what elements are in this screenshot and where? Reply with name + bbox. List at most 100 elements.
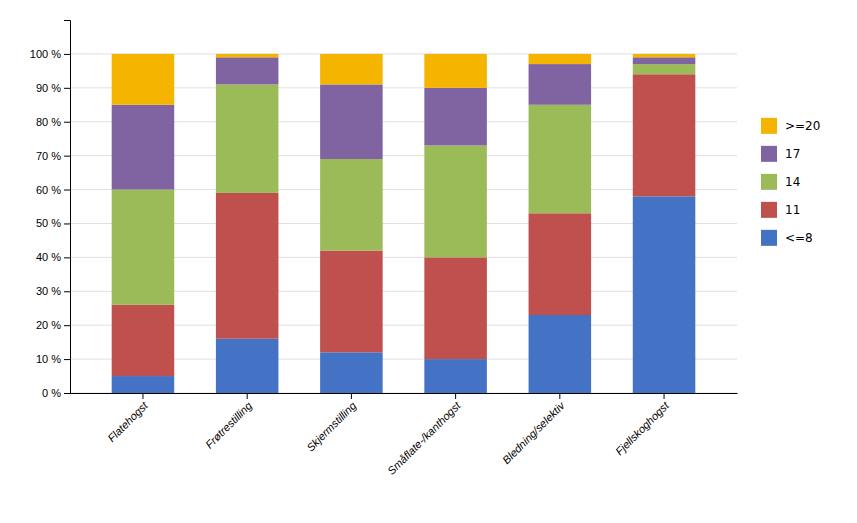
x-tick-label: Skjermstilling bbox=[304, 399, 359, 454]
y-tick-label: 80 % bbox=[36, 116, 61, 128]
bar bbox=[424, 54, 487, 88]
x-tick: Flatehogst bbox=[105, 393, 150, 444]
bar bbox=[216, 84, 279, 193]
y-tick: 0 % bbox=[42, 387, 70, 399]
bar bbox=[216, 339, 279, 393]
y-tick-label: 40 % bbox=[36, 251, 61, 263]
bar bbox=[216, 193, 279, 339]
x-tick-mark bbox=[247, 393, 248, 399]
x-tick-mark bbox=[559, 393, 560, 399]
y-tick-mark bbox=[64, 54, 70, 55]
y-tick-label: 50 % bbox=[36, 217, 61, 229]
x-tick: Skjermstilling bbox=[304, 393, 359, 454]
grid bbox=[70, 54, 737, 393]
y-tick-mark bbox=[64, 325, 70, 326]
legend-swatch bbox=[761, 202, 777, 218]
y-tick: 20 % bbox=[36, 319, 70, 331]
bar bbox=[633, 57, 696, 64]
bar bbox=[633, 54, 696, 57]
y-tick-label: 0 % bbox=[42, 387, 61, 399]
legend-item: >=20 bbox=[761, 118, 820, 134]
x-tick-label: Frøtrestilling bbox=[203, 399, 255, 451]
bar bbox=[529, 64, 592, 105]
y-tick-label: 10 % bbox=[36, 353, 61, 365]
y-tick: 60 % bbox=[36, 184, 70, 196]
y-tick-label: 100 % bbox=[30, 48, 61, 60]
x-tick-mark bbox=[455, 393, 456, 399]
bar bbox=[633, 64, 696, 74]
bar bbox=[424, 359, 487, 393]
series bbox=[112, 74, 696, 376]
y-tick-mark bbox=[64, 257, 70, 258]
x-tick: Småflate-/kanthogst bbox=[385, 393, 463, 477]
y-tick-mark bbox=[64, 190, 70, 191]
legend-label: <=8 bbox=[785, 231, 813, 245]
y-tick: 50 % bbox=[36, 217, 70, 229]
y-tick-mark bbox=[64, 359, 70, 360]
y-tick: 10 % bbox=[36, 353, 70, 365]
y-tick-mark bbox=[64, 393, 70, 394]
legend-label: 14 bbox=[785, 175, 800, 189]
bar bbox=[216, 57, 279, 84]
legend-item: <=8 bbox=[761, 230, 813, 246]
bar bbox=[320, 84, 383, 159]
y-tick: 40 % bbox=[36, 251, 70, 263]
y-tick-label: 70 % bbox=[36, 150, 61, 162]
y-tick-mark bbox=[64, 156, 70, 157]
y-tick-mark bbox=[64, 122, 70, 123]
bar bbox=[529, 105, 592, 214]
x-tick-mark bbox=[351, 393, 352, 399]
bar bbox=[320, 54, 383, 85]
y-tick: 80 % bbox=[36, 116, 70, 128]
x-tick-label: Småflate-/kanthogst bbox=[385, 399, 463, 477]
plot: 0 % 10 % 20 % 30 % 40 % 50 % 60 % 70 % 80 % 90 % 1… bbox=[30, 21, 738, 477]
legend-label: >=20 bbox=[785, 119, 820, 133]
y-axis-line bbox=[64, 21, 71, 394]
x-tick-mark bbox=[664, 393, 665, 399]
y-tick: 90 % bbox=[36, 82, 70, 94]
y-tick-label: 30 % bbox=[36, 285, 61, 297]
legend-swatch bbox=[761, 230, 777, 246]
chart: 0 % 10 % 20 % 30 % 40 % 50 % 60 % 70 % 80 % 90 % 1… bbox=[0, 0, 857, 523]
bar bbox=[112, 105, 175, 190]
x-tick-label: Flatehogst bbox=[105, 399, 150, 444]
legend-item: 17 bbox=[761, 146, 800, 162]
bar bbox=[424, 88, 487, 146]
bar bbox=[112, 54, 175, 105]
bar bbox=[529, 315, 592, 393]
y-tick: 30 % bbox=[36, 285, 70, 297]
bar bbox=[529, 213, 592, 315]
legend: >=20 17 14 11 <=8 bbox=[761, 118, 820, 246]
bar bbox=[320, 251, 383, 353]
bar bbox=[633, 74, 696, 196]
x-axis: Flatehogst Frøtrestilling Skjermstilling Sm… bbox=[71, 393, 738, 477]
legend-swatch bbox=[761, 118, 777, 134]
y-axis: 0 % 10 % 20 % 30 % 40 % 50 % 60 % 70 % 80 % 90 % 1… bbox=[30, 21, 71, 400]
series bbox=[112, 57, 696, 189]
series bbox=[112, 64, 696, 305]
legend-item: 11 bbox=[761, 202, 800, 218]
series bbox=[112, 196, 696, 393]
y-tick-label: 20 % bbox=[36, 319, 61, 331]
x-tick: Frøtrestilling bbox=[203, 393, 255, 451]
y-tick: 100 % bbox=[30, 48, 70, 60]
x-tick: Fjellskoghogst bbox=[613, 393, 672, 458]
y-tick-label: 90 % bbox=[36, 82, 61, 94]
x-tick: Bledning/selektiv bbox=[500, 393, 568, 466]
y-tick: 70 % bbox=[36, 150, 70, 162]
x-axis-line bbox=[71, 393, 738, 394]
legend-swatch bbox=[761, 174, 777, 190]
legend-swatch bbox=[761, 146, 777, 162]
y-tick-mark bbox=[64, 291, 70, 292]
bar bbox=[112, 190, 175, 305]
y-tick-mark bbox=[64, 223, 70, 224]
legend-label: 11 bbox=[785, 203, 800, 217]
bar bbox=[320, 159, 383, 251]
bar bbox=[633, 196, 696, 393]
bar bbox=[320, 352, 383, 393]
x-tick-label: Bledning/selektiv bbox=[500, 398, 568, 466]
bar bbox=[424, 145, 487, 257]
x-tick-mark bbox=[142, 393, 143, 399]
y-tick-mark bbox=[64, 88, 70, 89]
x-tick-label: Fjellskoghogst bbox=[613, 399, 672, 458]
